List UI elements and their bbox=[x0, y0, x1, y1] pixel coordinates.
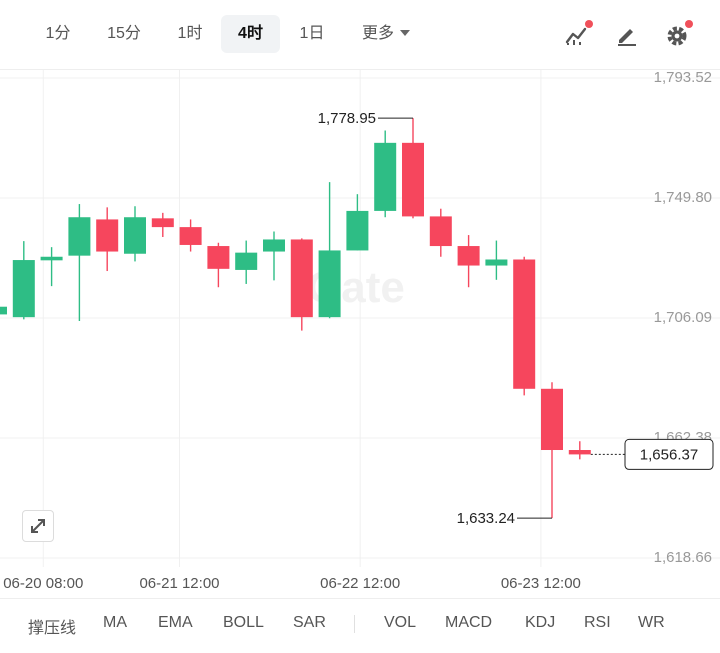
indicator-sar[interactable]: SAR bbox=[293, 614, 326, 631]
candle-body bbox=[96, 219, 119, 252]
indicator-wr[interactable]: WR bbox=[638, 614, 665, 631]
candle bbox=[429, 208, 452, 257]
candle-body bbox=[0, 306, 7, 315]
candle bbox=[290, 238, 313, 331]
candle-body bbox=[124, 217, 146, 254]
indicator-macd[interactable]: MACD bbox=[445, 614, 493, 631]
candle bbox=[179, 219, 202, 252]
candle bbox=[457, 235, 480, 288]
more-label: 更多 bbox=[361, 25, 394, 42]
candle bbox=[402, 118, 424, 219]
indicator-ma[interactable]: MA bbox=[103, 614, 127, 631]
max-price-label: 1,778.95 bbox=[318, 110, 376, 127]
candle bbox=[12, 241, 35, 320]
indicator-boll[interactable]: BOLL bbox=[223, 614, 264, 631]
candle-body bbox=[263, 239, 285, 252]
tab-15min[interactable]: 15分 bbox=[107, 25, 141, 42]
expand-icon bbox=[31, 519, 45, 533]
notification-dot bbox=[685, 20, 693, 28]
candle bbox=[207, 242, 230, 288]
x-tick-label: 06-20 08:00 bbox=[3, 575, 83, 592]
candle-body bbox=[235, 252, 258, 270]
candle-body bbox=[374, 142, 397, 211]
candle bbox=[0, 306, 7, 315]
candle-body bbox=[541, 388, 563, 451]
candle-body bbox=[290, 239, 313, 318]
candle bbox=[485, 240, 508, 280]
last-price-label: 1,656.37 bbox=[640, 446, 698, 463]
chart-line-icon bbox=[565, 27, 587, 45]
candle bbox=[124, 206, 146, 262]
tab-1min[interactable]: 1分 bbox=[45, 25, 71, 42]
tab-1d[interactable]: 1日 bbox=[299, 25, 325, 42]
x-tick-label: 06-22 12:00 bbox=[320, 575, 400, 592]
candle-body bbox=[318, 250, 341, 318]
timeframe-bar: 1分 15分 1时 4时 1日 更多 bbox=[0, 0, 720, 70]
candle-body bbox=[485, 259, 508, 266]
candle bbox=[513, 256, 536, 396]
fullscreen-button[interactable] bbox=[22, 510, 54, 542]
y-tick-label: 1,749.80 bbox=[654, 189, 712, 206]
y-tick-label: 1,793.52 bbox=[654, 70, 712, 86]
candle bbox=[541, 382, 563, 519]
last-price-box bbox=[624, 438, 714, 470]
indicator-kdj[interactable]: KDJ bbox=[525, 614, 556, 631]
settings-button[interactable] bbox=[664, 20, 693, 48]
divider bbox=[354, 615, 355, 633]
candle bbox=[318, 182, 341, 319]
notification-dot bbox=[585, 20, 593, 28]
candle bbox=[235, 240, 258, 284]
pencil-icon bbox=[618, 29, 636, 46]
y-tick-label: 1,618.66 bbox=[654, 549, 712, 566]
candle bbox=[346, 194, 369, 251]
candlestick-chart[interactable]: Gate 1,793.521,749.801,706.091,662.381,6… bbox=[0, 70, 720, 597]
draw-button[interactable] bbox=[614, 22, 640, 48]
candle-body bbox=[429, 216, 452, 247]
indicator-rsi[interactable]: RSI bbox=[584, 614, 611, 631]
candle bbox=[263, 231, 285, 281]
candle bbox=[96, 207, 119, 272]
min-price-label: 1,633.24 bbox=[457, 510, 515, 527]
x-tick-label: 06-23 12:00 bbox=[501, 575, 581, 592]
indicator-button[interactable] bbox=[564, 20, 593, 48]
candle bbox=[568, 441, 591, 460]
y-tick-label: 1,706.09 bbox=[654, 309, 712, 326]
chevron-down-icon bbox=[400, 30, 410, 36]
candle-body bbox=[402, 142, 424, 217]
candle-body bbox=[68, 217, 91, 256]
gear-icon bbox=[667, 26, 687, 46]
candle-body bbox=[207, 246, 230, 269]
tab-1h[interactable]: 1时 bbox=[177, 25, 203, 42]
candle-body bbox=[457, 246, 480, 266]
candle bbox=[374, 130, 397, 218]
candle-body bbox=[568, 450, 591, 455]
candle bbox=[151, 212, 174, 237]
indicator-vol[interactable]: VOL bbox=[384, 614, 417, 631]
x-tick-label: 06-21 12:00 bbox=[139, 575, 219, 592]
candle-body bbox=[346, 210, 369, 251]
indicator-support-resistance[interactable]: 撑压线 bbox=[28, 620, 77, 637]
candle-body bbox=[513, 259, 536, 389]
more-timeframes-dropdown[interactable]: 更多 bbox=[350, 15, 422, 53]
candle-body bbox=[151, 218, 174, 228]
candle bbox=[40, 247, 63, 287]
candle-body bbox=[40, 256, 63, 261]
candle-body bbox=[12, 260, 35, 318]
candle-body bbox=[179, 227, 202, 245]
indicator-ema[interactable]: EMA bbox=[158, 614, 193, 631]
candle bbox=[68, 204, 91, 321]
indicator-bar: 撑压线 MA EMA BOLL SAR VOL MACD KDJ RSI WR bbox=[0, 598, 720, 653]
tab-4h[interactable]: 4时 bbox=[221, 15, 280, 53]
